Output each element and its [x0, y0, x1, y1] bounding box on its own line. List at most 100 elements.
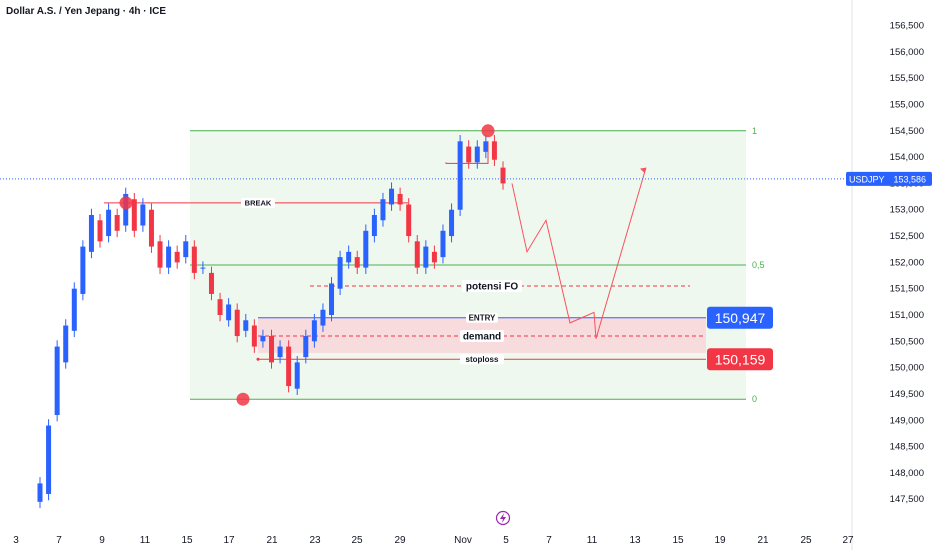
- range-marker: [445, 141, 489, 164]
- x-tick-label: 13: [629, 535, 641, 546]
- entry-label-bg: [466, 312, 498, 323]
- candle: [63, 325, 69, 363]
- candle: [88, 215, 94, 252]
- x-tick-label: Nov: [454, 535, 472, 546]
- entry-label: ENTRY: [469, 314, 496, 323]
- y-tick-label: 147,500: [890, 494, 924, 505]
- demand-label-bg: [460, 330, 504, 343]
- break-label: BREAK: [245, 199, 272, 208]
- x-tick-label: 21: [757, 535, 769, 546]
- x-tick-label: 7: [56, 535, 62, 546]
- candle: [414, 241, 420, 268]
- x-tick-label: 11: [140, 535, 151, 546]
- candle: [123, 193, 129, 226]
- y-tick-label: 154,500: [890, 126, 924, 137]
- candle: [217, 299, 223, 315]
- candle: [269, 336, 274, 363]
- candle: [183, 241, 189, 258]
- swing-marker: [236, 392, 250, 406]
- candle: [277, 346, 283, 358]
- x-tick-label: 15: [672, 535, 684, 546]
- stoploss-label: stoploss: [466, 355, 499, 364]
- x-tick-label: 3: [13, 535, 19, 546]
- last-price-tag-bg: [846, 171, 932, 186]
- candle: [131, 199, 137, 231]
- candle: [406, 204, 412, 237]
- x-tick-label: 19: [714, 535, 726, 546]
- candle: [54, 346, 60, 415]
- candle: [380, 199, 386, 221]
- lightning-bolt-icon: [500, 513, 506, 523]
- candle: [397, 193, 403, 205]
- x-tick-label: 25: [351, 535, 363, 546]
- candle: [371, 215, 377, 237]
- y-tick-label: 150,500: [890, 336, 924, 347]
- candle: [191, 246, 197, 273]
- potensi-fo-label-bg: [462, 280, 522, 293]
- entry-price-tag-bg: [707, 306, 773, 329]
- candle: [106, 209, 112, 237]
- fib-label: 0: [752, 394, 757, 404]
- last-price-value: 153,586: [893, 174, 926, 184]
- candle: [311, 320, 317, 342]
- y-tick-label: 156,500: [890, 21, 924, 32]
- y-tick-label: 155,000: [890, 99, 924, 110]
- stoploss-price-tag-bg: [707, 348, 773, 371]
- candle: [491, 141, 497, 160]
- y-tick-label: 152,000: [890, 257, 924, 268]
- y-tick-label: 154,000: [890, 152, 924, 163]
- projection-path: [511, 167, 647, 339]
- candle: [389, 188, 395, 205]
- x-tick-label: 17: [223, 535, 235, 546]
- candle: [346, 251, 352, 263]
- candle: [166, 246, 172, 268]
- candle: [71, 288, 77, 331]
- candle: [449, 209, 455, 237]
- swing-marker: [119, 196, 133, 210]
- candle: [320, 309, 326, 326]
- candle: [474, 146, 480, 163]
- candle: [457, 141, 463, 210]
- candle: [303, 336, 309, 358]
- candle: [200, 267, 206, 269]
- swing-marker: [481, 124, 495, 138]
- last-price-symbol: USDJPY: [849, 174, 885, 184]
- candle: [174, 251, 180, 263]
- candle: [243, 320, 249, 331]
- candle: [148, 209, 154, 247]
- fib-label: 1: [752, 126, 757, 136]
- fib-label: 0,5: [752, 260, 765, 270]
- y-tick-label: 150,000: [890, 363, 924, 374]
- candle: [466, 146, 472, 163]
- x-tick-label: 7: [546, 535, 552, 546]
- candle: [226, 304, 232, 321]
- x-tick-label: 29: [394, 535, 406, 546]
- candle: [500, 167, 506, 184]
- x-tick-label: 11: [587, 535, 598, 546]
- candle: [286, 346, 292, 387]
- x-tick-label: 27: [842, 535, 854, 546]
- x-tick-label: 5: [503, 535, 509, 546]
- y-tick-label: 153,000: [890, 205, 924, 216]
- x-tick-label: 21: [266, 535, 278, 546]
- candle: [37, 483, 43, 502]
- y-tick-label: 151,500: [890, 284, 924, 295]
- candle: [363, 230, 369, 268]
- y-tick-label: 156,000: [890, 47, 924, 58]
- candle: [260, 336, 266, 342]
- candle: [251, 325, 257, 347]
- y-tick-label: 148,500: [890, 442, 924, 453]
- x-tick-label: 23: [309, 535, 321, 546]
- candle: [329, 283, 335, 315]
- candle: [423, 246, 429, 268]
- candle: [97, 220, 103, 242]
- stoploss-label-bg: [460, 354, 504, 365]
- potensi-fo-label: potensi FO: [466, 282, 518, 293]
- chart-title: Dollar A.S. / Yen Jepang · 4h · ICE: [6, 6, 167, 17]
- break-label-bg: [241, 197, 275, 208]
- demand-label: demand: [463, 332, 501, 343]
- y-tick-label: 152,500: [890, 231, 924, 242]
- candle: [354, 257, 360, 268]
